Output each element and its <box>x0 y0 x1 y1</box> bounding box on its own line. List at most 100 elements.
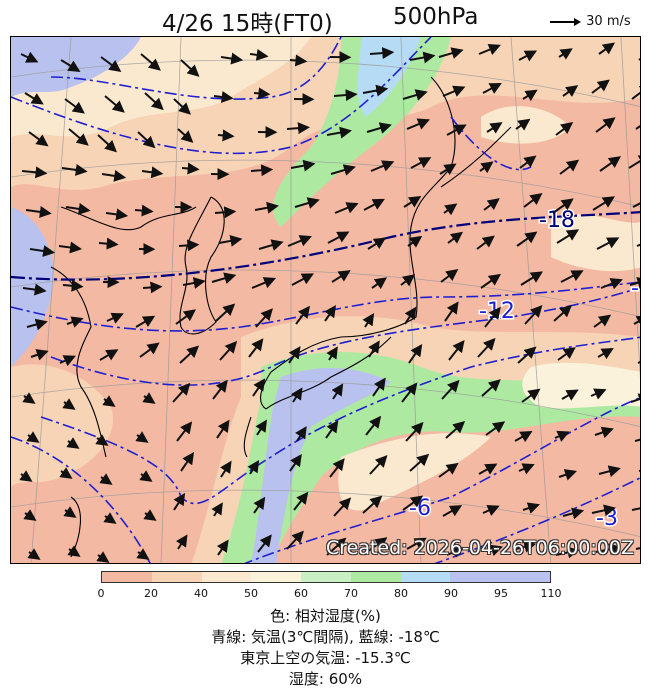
wind-arrow <box>215 303 236 322</box>
wind-arrow <box>218 234 243 247</box>
wind-arrow <box>557 347 576 361</box>
wind-arrow <box>63 506 77 518</box>
wind-arrow <box>369 455 388 475</box>
wind-arrow <box>289 453 302 472</box>
wind-arrow <box>214 206 237 219</box>
wind-arrow <box>523 192 543 208</box>
wind-arrow <box>599 156 622 172</box>
wind-arrow <box>24 92 44 105</box>
humidity-shading <box>11 37 640 563</box>
wind-arrow <box>27 548 41 560</box>
wind-arrow <box>255 308 273 328</box>
colorbar-segment <box>301 572 351 582</box>
wind-arrow <box>593 314 612 328</box>
wind-arrow <box>20 51 39 63</box>
wind-arrow <box>179 345 200 364</box>
wind-arrow <box>598 465 621 478</box>
wind-arrow <box>175 534 188 550</box>
wind-arrow <box>331 270 351 283</box>
wind-arrow <box>289 54 308 67</box>
wind-arrow <box>28 131 49 147</box>
wind-arrow <box>326 126 352 139</box>
wind-arrow <box>288 346 301 364</box>
colorbar-tick: 70 <box>344 587 358 600</box>
wind-arrow <box>556 229 580 244</box>
wind-arrow <box>438 462 459 478</box>
wind-arrow <box>247 460 260 475</box>
wind-arrow <box>409 51 436 64</box>
wind-arrow <box>253 87 271 100</box>
wind-arrow <box>592 196 615 211</box>
wind-arrow <box>370 160 395 172</box>
wind-arrow <box>598 42 616 55</box>
wind-arrow <box>97 134 117 153</box>
legend-shading: 色: 相対湿度(%) <box>270 607 381 625</box>
wind-arrow <box>600 278 623 290</box>
wind-arrow <box>485 421 506 436</box>
wind-arrow <box>99 473 113 485</box>
wind-arrow <box>594 426 614 439</box>
wind-arrow <box>477 337 496 358</box>
wind-arrow <box>257 534 272 553</box>
wind-arrow <box>220 460 232 478</box>
wind-arrow <box>448 340 465 361</box>
wind-arrow <box>362 313 375 328</box>
wind-arrow <box>95 434 109 446</box>
wind-arrow <box>58 241 82 254</box>
wind-arrow <box>484 306 501 328</box>
weather-map: -18 -12 -1 -6 -3 Created: 2026-04-26T06:… <box>10 36 641 564</box>
wind-arrow <box>405 421 424 442</box>
wind-arrow <box>105 208 129 221</box>
legend-isotherms: 青線: 気温(3℃間隔), 藍線: -18℃ <box>211 628 440 646</box>
wind-arrow <box>211 272 237 284</box>
wind-arrow <box>66 316 84 328</box>
colorbar: 0 20 40 50 60 70 80 90 95 110 <box>98 571 562 611</box>
wind-arrow <box>220 52 244 65</box>
wind-arrow <box>407 235 423 248</box>
wind-arrow <box>410 157 432 169</box>
wind-arrow <box>102 395 116 407</box>
wind-arrow <box>19 470 33 482</box>
wind-arrow <box>325 420 339 439</box>
wind-arrow <box>372 377 386 397</box>
colorbar-tick: 80 <box>394 587 408 600</box>
wind-arrow <box>516 231 538 247</box>
wind-arrow <box>252 378 266 397</box>
wind-arrow <box>446 546 465 558</box>
wind-arrow <box>441 379 460 400</box>
wind-arrow <box>248 338 264 358</box>
wind-arrow <box>249 48 269 61</box>
wind-arrow <box>326 346 338 361</box>
wind-arrow <box>137 131 156 149</box>
wind-arrow <box>144 92 164 111</box>
wind-vectors <box>19 42 640 563</box>
wind-arrow <box>294 197 320 209</box>
wind-arrow <box>445 420 466 439</box>
wind-arrow <box>590 388 607 400</box>
wind-arrow <box>482 504 500 516</box>
colorbar-segment <box>102 572 152 582</box>
wind-arrow <box>440 268 459 283</box>
wind-reference-label: 30 m/s <box>586 14 631 29</box>
wind-arrow <box>59 467 73 479</box>
wind-arrow <box>175 309 197 325</box>
wind-arrow <box>553 304 572 322</box>
wind-arrow <box>362 495 383 514</box>
wind-arrow <box>518 50 538 62</box>
wind-arrow <box>482 82 502 94</box>
wind-arrow <box>330 164 356 176</box>
wind-arrow <box>100 56 122 72</box>
wind-arrow <box>181 162 200 175</box>
wind-arrow <box>443 203 458 216</box>
wind-arrow <box>514 431 533 443</box>
wind-arrow <box>104 95 125 113</box>
wind-arrow <box>515 540 537 553</box>
wind-reference: 30 m/s <box>548 14 631 29</box>
wind-arrow <box>519 155 537 169</box>
colorbar-tick: 40 <box>194 587 208 600</box>
wind-arrow <box>517 346 537 364</box>
wind-arrow <box>476 235 495 250</box>
wind-arrow <box>597 348 614 360</box>
wind-arrow <box>258 239 284 251</box>
wind-arrow <box>333 497 352 517</box>
